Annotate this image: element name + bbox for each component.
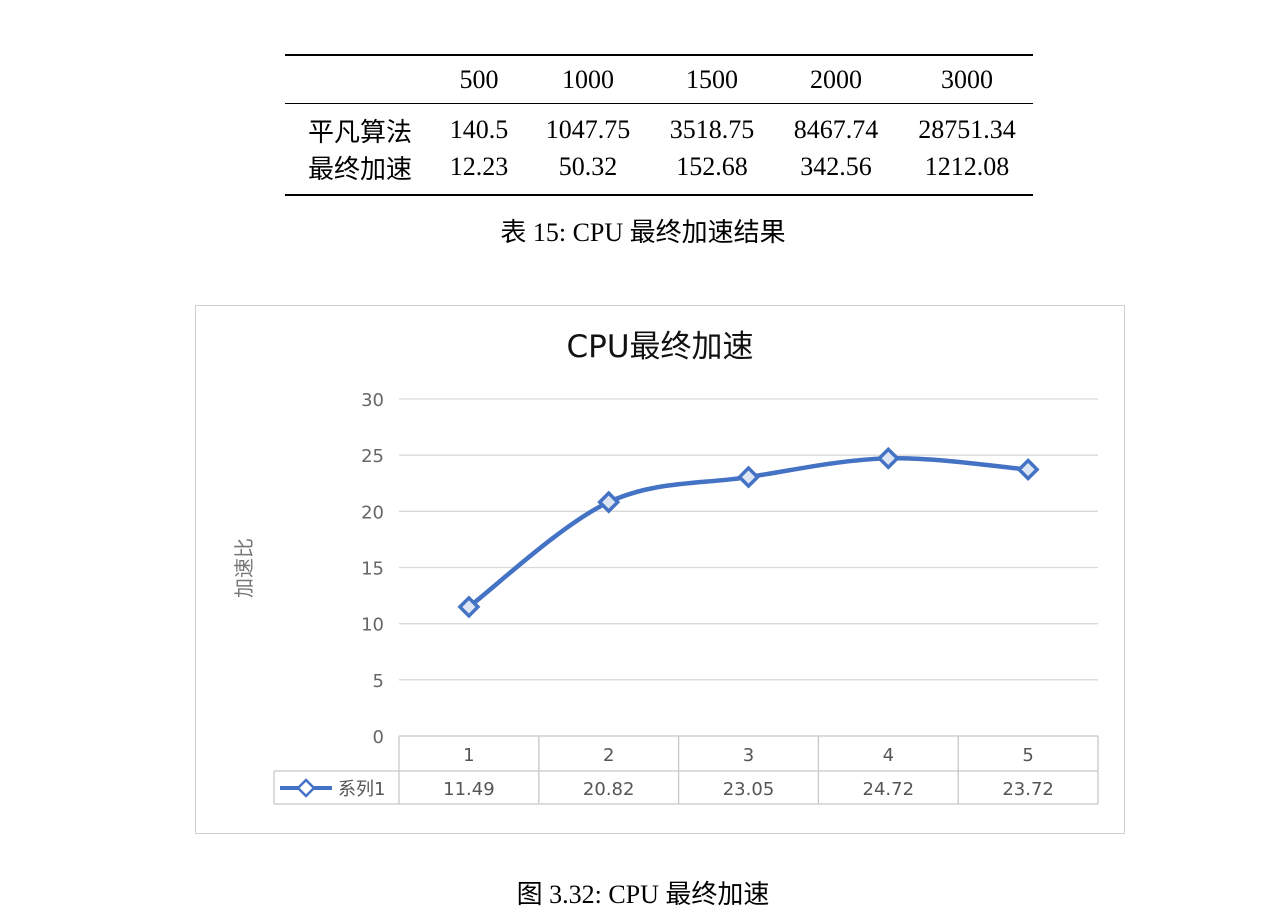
table-cell: 28751.34: [918, 115, 1016, 144]
data-point-marker: [457, 595, 481, 619]
results-table: 500 1000 1500 2000 3000 平凡算法 140.5 1047.…: [285, 54, 1033, 196]
data-point-marker: [876, 446, 900, 470]
y-tick-label: 20: [361, 502, 384, 523]
gridlines: [399, 398, 1098, 681]
series-group: [457, 446, 1040, 619]
table-header-cell: 500: [435, 54, 523, 104]
data-label: 11.49: [443, 779, 495, 800]
y-tick-label: 25: [361, 446, 384, 467]
data-point-marker: [1016, 458, 1040, 482]
results-table-container: 500 1000 1500 2000 3000 平凡算法 140.5 1047.…: [285, 54, 1033, 196]
line-chart: CPU最终加速 加速比 0 5 10 15 20 25 30 1 2 3 4 5 11.49 20.82…: [232, 329, 1099, 805]
data-point-marker: [737, 465, 760, 489]
table-caption: 表 15: CPU 最终加速结果: [500, 218, 786, 247]
table-cell: 140.5: [449, 115, 509, 144]
row-label: 平凡算法: [307, 117, 412, 147]
table-row: 最终加速 12.23 50.32 152.68 342.56 1212.08: [285, 148, 1033, 196]
y-tick-label: 30: [361, 390, 384, 411]
y-tick-label: 5: [373, 671, 384, 692]
data-label: 23.72: [1002, 779, 1054, 800]
table-header-cell: 1500: [653, 54, 771, 104]
chart-title: CPU最终加速: [566, 329, 753, 365]
legend-marker-icon: [296, 778, 316, 798]
data-label: 23.05: [723, 779, 775, 800]
table-header-cell: [285, 54, 435, 104]
table-cell: 152.68: [653, 148, 771, 196]
table-cell: 8467.74: [793, 115, 879, 144]
data-point-marker: [597, 490, 621, 514]
table-header-row: 500 1000 1500 2000 3000: [285, 54, 1033, 104]
y-axis-label: 加速比: [232, 538, 256, 598]
data-table: 1 2 3 4 5 11.49 20.82 23.05 24.72 23.72 系列1: [273, 735, 1099, 805]
data-label: 20.82: [583, 779, 635, 800]
legend-label: 系列1: [338, 779, 385, 800]
y-tick-label: 10: [361, 615, 384, 636]
y-tick-label: 15: [361, 559, 384, 580]
x-tick-label: 2: [603, 745, 614, 766]
table-cell: 1212.08: [901, 148, 1033, 196]
x-tick-label: 5: [1022, 745, 1033, 766]
table-cell: 342.56: [771, 148, 901, 196]
table-cell: 12.23: [435, 148, 523, 196]
table-cell: 1047.75: [545, 115, 631, 144]
y-tick-labels: 0 5 10 15 20 25 30: [361, 390, 384, 748]
table-header-cell: 2000: [771, 54, 901, 104]
chart-container: CPU最终加速 加速比 0 5 10 15 20 25 30 1 2 3 4 5 11.49 20.82…: [195, 305, 1125, 834]
table-cell: 3518.75: [669, 115, 755, 144]
table-row: 平凡算法 140.5 1047.75 3518.75 8467.74 28751…: [285, 103, 1033, 149]
data-label: 24.72: [863, 779, 915, 800]
table-cell: 50.32: [523, 148, 653, 196]
x-tick-label: 3: [743, 745, 754, 766]
figure-caption: 图 3.32: CPU 最终加速: [516, 880, 770, 909]
x-tick-label: 4: [883, 745, 894, 766]
x-tick-label: 1: [463, 745, 474, 766]
y-tick-label: 0: [373, 727, 384, 748]
table-header-cell: 3000: [901, 54, 1033, 104]
row-label: 最终加速: [285, 148, 435, 196]
table-header-cell: 1000: [523, 54, 653, 104]
